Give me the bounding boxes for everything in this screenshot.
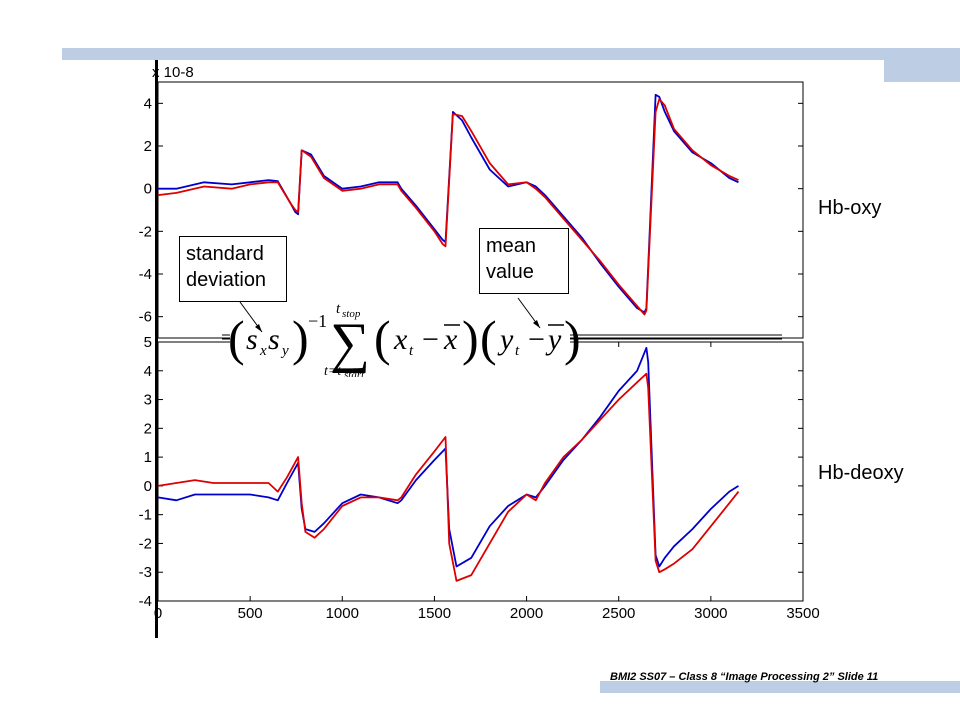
bottom-y-tick-label: -3 [139,564,152,581]
svg-text:y: y [545,323,562,356]
svg-text:s: s [246,323,258,356]
bottom-y-tick-label: 5 [144,334,152,351]
header-accent-bar [62,48,960,60]
top-series-line-red [157,98,739,316]
bottom-x-tick-label: 1500 [418,605,451,622]
header-accent-block [884,48,960,82]
bottom-y-tick-label: 2 [144,420,152,437]
mean-callout: mean value [479,228,569,294]
bottom-x-tick-label: 3000 [694,605,727,622]
std-callout: standard deviation [179,236,287,302]
svg-text:−1: −1 [308,311,327,331]
top-y-tick-label: -6 [139,309,152,326]
svg-text:y: y [280,343,289,359]
bottom-series-line-red [157,372,740,582]
svg-text:stop: stop [342,308,361,320]
formula-graphic: ( s x s y ) −1 ∑ t stop t=t start ( x t … [222,301,782,381]
svg-text:y: y [497,323,514,356]
top-y-tick-label: 0 [144,181,152,198]
svg-text:x: x [393,323,408,356]
bottom-x-tick-label: 500 [238,605,263,622]
top-y-tick-label: 4 [144,95,152,112]
bottom-plot-frame [157,341,804,602]
svg-text:−: − [528,323,545,356]
correlation-formula: ( s x s y ) −1 ∑ t stop t=t start ( x t … [222,297,782,381]
bottom-x-tick-label: 2500 [602,605,635,622]
bottom-y-tick-label: -4 [139,593,152,610]
svg-text:): ) [564,310,581,366]
top-y-tick-label: -4 [139,266,152,283]
top-y-tick-label: 2 [144,138,152,155]
top-axis-multiplier: x 10-8 [152,64,194,81]
svg-text:(: ( [374,310,391,366]
svg-text:t=t: t=t [324,364,342,377]
bottom-y-tick-label: 0 [144,478,152,495]
svg-text:t: t [336,301,341,317]
svg-text:start: start [344,369,365,377]
svg-text:): ) [292,310,309,366]
bottom-x-tick-label: 3500 [786,605,819,622]
svg-text:x: x [443,323,458,356]
bottom-y-tick-label: -2 [139,535,152,552]
svg-text:s: s [268,323,280,356]
svg-text:t: t [515,343,520,359]
top-y-tick-label: -2 [139,223,152,240]
bottom-y-tick-label: 3 [144,392,152,409]
svg-text:): ) [462,310,479,366]
bottom-axis-ticks: -4 -3 -2 -1 0 1 2 3 4 5 0 500 1000 1500 2000 2500 3000 35… [139,334,820,622]
svg-text:(: ( [480,310,497,366]
hb-oxy-label: Hb-oxy [818,197,882,219]
svg-text:−: − [422,323,439,356]
slide-footer: BMI2 SS07 – Class 8 “Image Processing 2”… [610,671,879,683]
svg-text:x: x [259,343,267,359]
bottom-x-tick-label: 1000 [326,605,359,622]
slide-vertical-rule [155,60,158,638]
svg-text:(: ( [228,310,245,366]
bottom-y-tick-label: 4 [144,363,152,380]
svg-text:∑: ∑ [330,312,370,374]
footer-accent-bar [600,681,960,693]
bottom-x-tick-label: 0 [154,605,162,622]
top-series-lines [157,93,739,316]
hb-deoxy-label: Hb-deoxy [818,462,904,484]
top-axis-ticks: -6 -4 -2 0 2 4 [139,95,803,326]
bottom-series-lines [157,346,740,582]
bottom-y-tick-label: -1 [139,507,152,524]
bottom-y-tick-label: 1 [144,449,152,466]
bottom-x-tick-label: 2000 [510,605,543,622]
svg-text:t: t [409,343,414,359]
